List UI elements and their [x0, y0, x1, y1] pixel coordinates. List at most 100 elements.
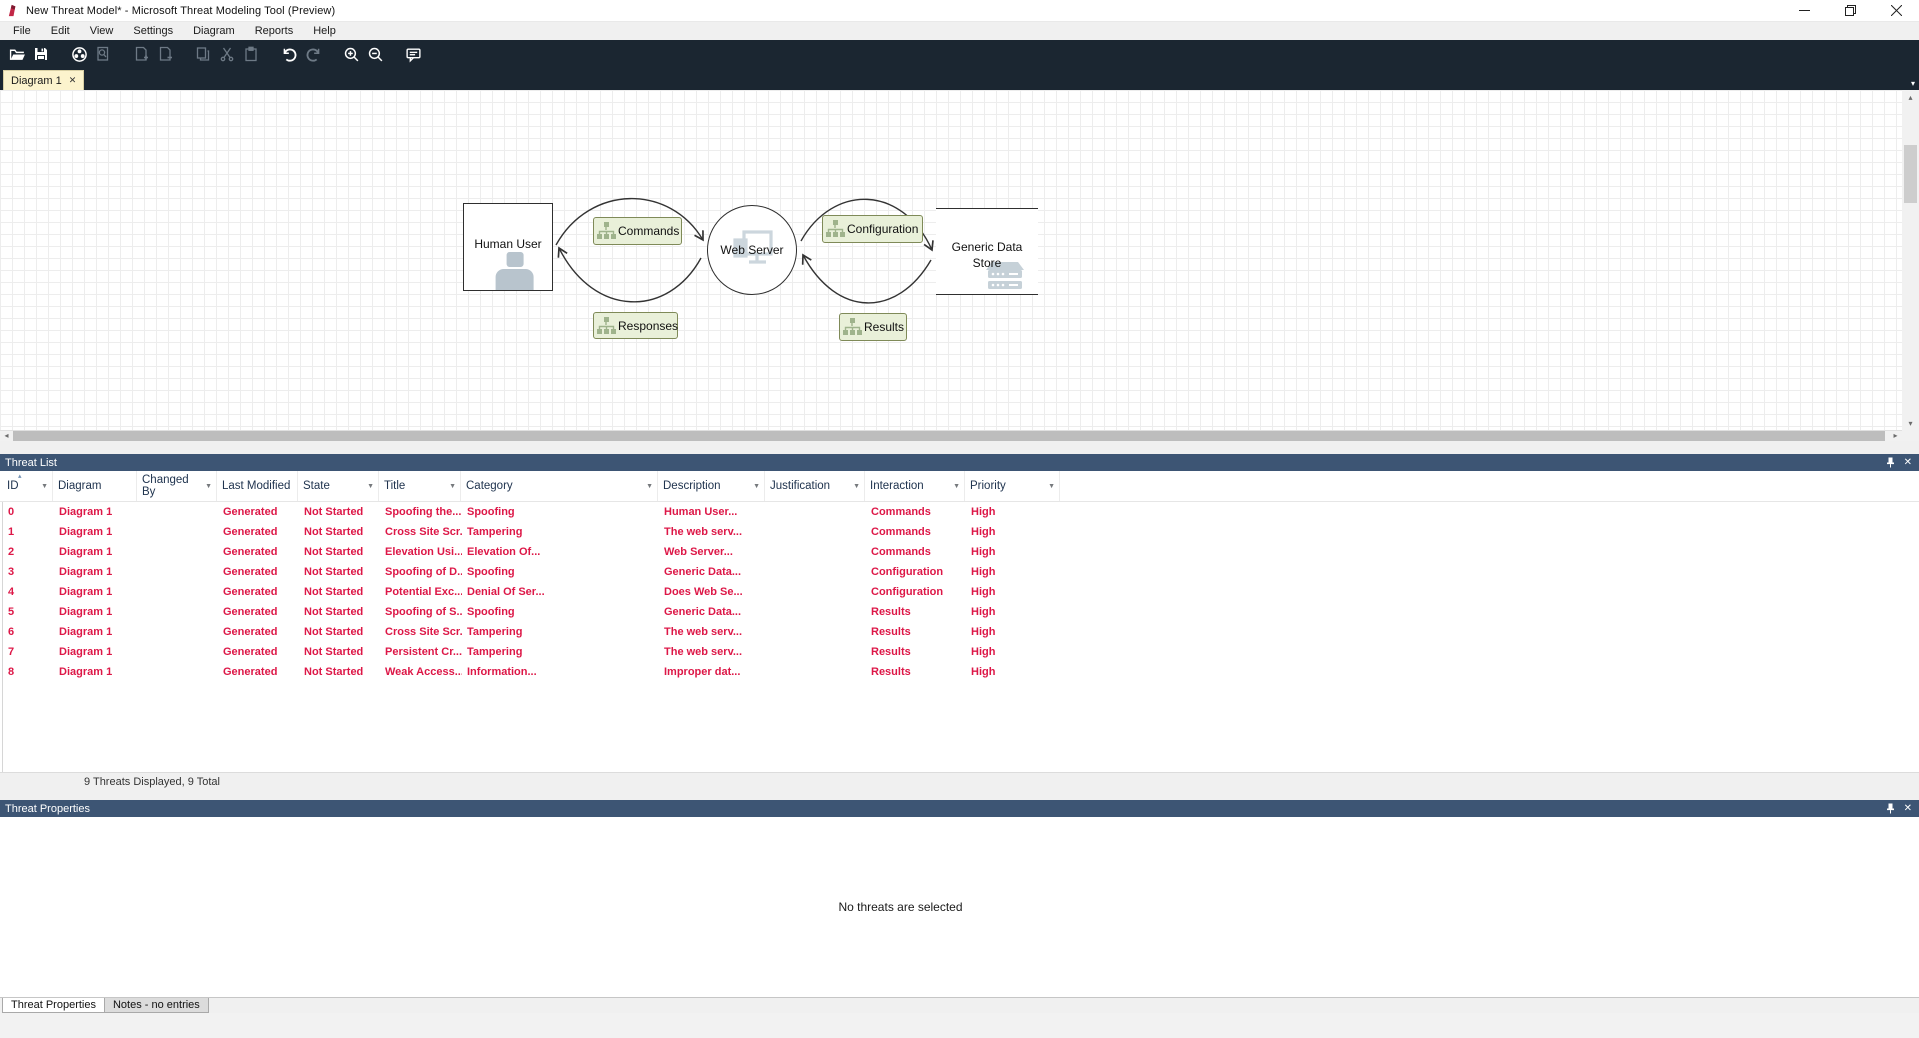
cell: Results	[871, 626, 911, 638]
column-header-interaction[interactable]: Interaction ▼	[865, 471, 965, 501]
threat-row[interactable]: 0 Diagram 1 Generated Not Started Spoofing t…	[3, 502, 1919, 522]
vertical-scroll-thumb[interactable]	[1904, 145, 1917, 203]
menu-help[interactable]: Help	[313, 25, 336, 37]
filter-icon[interactable]: ▼	[367, 482, 374, 490]
cell: Tampering	[467, 526, 523, 538]
threat-row[interactable]: 5 Diagram 1 Generated Not Started Spoofing o…	[3, 602, 1919, 622]
paste-icon[interactable]	[239, 42, 263, 66]
cell: Generated	[223, 666, 278, 678]
node-generic-data-store[interactable]: Generic Data Store	[936, 208, 1038, 295]
menu-view[interactable]: View	[89, 25, 114, 37]
analysis-view-icon[interactable]	[67, 42, 91, 66]
threat-row[interactable]: 2 Diagram 1 Generated Not Started Elevation …	[3, 542, 1919, 562]
threat-row[interactable]: 6 Diagram 1 Generated Not Started Cross Site…	[3, 622, 1919, 642]
scroll-left-icon[interactable]: ◂	[4, 431, 9, 440]
column-header-state[interactable]: State ▼	[298, 471, 379, 501]
menu-diagram[interactable]: Diagram	[193, 25, 235, 37]
restore-button[interactable]	[1827, 0, 1873, 21]
column-label: Changed By	[142, 474, 189, 498]
cell: Cross Site Scr...	[385, 626, 462, 638]
flow-commands[interactable]: Commands	[593, 217, 682, 245]
flow-responses[interactable]: Responses	[593, 312, 678, 339]
cell: Spoofing the...	[385, 506, 462, 518]
cell: 4	[8, 586, 15, 598]
filter-icon[interactable]: ▼	[646, 482, 653, 490]
save-icon[interactable]	[29, 42, 53, 66]
close-panel-icon[interactable]: ✕	[1903, 802, 1912, 814]
cell: Configuration	[871, 586, 944, 598]
undo-icon[interactable]	[277, 42, 301, 66]
column-header-id[interactable]: ID ▴ ▼	[2, 471, 53, 501]
column-header-category[interactable]: Category ▼	[461, 471, 658, 501]
menu-file[interactable]: File	[13, 25, 31, 37]
column-label: Title	[384, 480, 406, 492]
feedback-icon[interactable]	[401, 42, 425, 66]
scroll-up-icon[interactable]: ▴	[1908, 93, 1913, 102]
cut-icon[interactable]	[215, 42, 239, 66]
threat-row[interactable]: 1 Diagram 1 Generated Not Started Cross Site…	[3, 522, 1919, 542]
panel-splitter[interactable]	[0, 790, 1919, 800]
column-header-changed-by[interactable]: Changed By ▼	[137, 471, 217, 501]
node-human-user[interactable]: Human User	[463, 203, 553, 291]
diagram-canvas[interactable]: Human User Web Server Generic Data Store	[0, 90, 1902, 431]
threat-row[interactable]: 3 Diagram 1 Generated Not Started Spoofing o…	[3, 562, 1919, 582]
add-diagram-icon[interactable]	[129, 42, 153, 66]
scroll-right-icon[interactable]: ▸	[1893, 431, 1898, 440]
menu-settings[interactable]: Settings	[133, 25, 174, 37]
column-header-priority[interactable]: Priority ▼	[965, 471, 1060, 501]
filter-icon[interactable]: ▼	[953, 482, 960, 490]
filter-icon[interactable]: ▼	[449, 482, 456, 490]
column-header-last-modified[interactable]: Last Modified	[217, 471, 298, 501]
scroll-down-icon[interactable]: ▾	[1908, 419, 1913, 428]
remove-diagram-icon[interactable]	[153, 42, 177, 66]
canvas-horizontal-scrollbar[interactable]: ◂ ▸	[0, 431, 1902, 441]
find-icon[interactable]	[91, 42, 115, 66]
column-header-diagram[interactable]: Diagram	[53, 471, 137, 501]
pin-icon[interactable]	[1886, 803, 1895, 814]
cell: Results	[871, 666, 911, 678]
pin-icon[interactable]	[1886, 457, 1895, 468]
cell: Diagram 1	[59, 546, 113, 558]
flow-results[interactable]: Results	[839, 313, 907, 341]
zoom-out-icon[interactable]	[363, 42, 387, 66]
threat-row[interactable]: 4 Diagram 1 Generated Not Started Potential …	[3, 582, 1919, 602]
flow-label: Commands	[618, 224, 680, 238]
panel-splitter[interactable]	[0, 441, 1919, 454]
tab-notes[interactable]: Notes - no entries	[104, 998, 209, 1013]
copy-icon[interactable]	[191, 42, 215, 66]
cell: Diagram 1	[59, 646, 113, 658]
menu-reports[interactable]: Reports	[254, 25, 294, 37]
filter-icon[interactable]: ▼	[753, 482, 760, 490]
threat-list-header: Threat List ✕	[0, 454, 1919, 471]
canvas-vertical-scrollbar[interactable]: ▴ ▾	[1902, 90, 1919, 431]
cell: Spoofing of S...	[385, 606, 462, 618]
redo-icon[interactable]	[301, 42, 325, 66]
cell: Improper dat...	[664, 666, 741, 678]
open-icon[interactable]	[5, 42, 29, 66]
sort-ascending-icon: ▴	[18, 473, 22, 480]
node-web-server[interactable]: Web Server	[707, 205, 797, 295]
threat-row[interactable]: 8 Diagram 1 Generated Not Started Weak Acces…	[3, 662, 1919, 682]
tab-diagram-1[interactable]: Diagram 1 ✕	[3, 70, 85, 90]
column-header-title[interactable]: Title ▼	[379, 471, 461, 501]
column-header-description[interactable]: Description ▼	[658, 471, 765, 501]
flow-configuration[interactable]: Configuration	[822, 215, 923, 243]
column-header-justification[interactable]: Justification ▼	[765, 471, 865, 501]
filter-icon[interactable]: ▼	[41, 482, 48, 490]
filter-icon[interactable]: ▼	[205, 482, 212, 490]
horizontal-scroll-thumb[interactable]	[13, 431, 1885, 441]
column-label: Last Modified	[222, 480, 291, 492]
tab-list-dropdown-icon[interactable]: ▾	[1910, 79, 1915, 88]
close-window-button[interactable]	[1873, 0, 1919, 21]
menu-edit[interactable]: Edit	[50, 25, 70, 37]
zoom-in-icon[interactable]	[339, 42, 363, 66]
cell: Generated	[223, 626, 278, 638]
tab-threat-properties[interactable]: Threat Properties	[2, 998, 105, 1013]
minimize-button[interactable]	[1781, 0, 1827, 21]
threat-row[interactable]: 7 Diagram 1 Generated Not Started Persistent…	[3, 642, 1919, 662]
threat-list-rows: 0 Diagram 1 Generated Not Started Spoofing t…	[2, 502, 1919, 772]
filter-icon[interactable]: ▼	[853, 482, 860, 490]
close-panel-icon[interactable]: ✕	[1903, 456, 1912, 468]
filter-icon[interactable]: ▼	[1048, 482, 1055, 490]
close-tab-icon[interactable]: ✕	[68, 75, 77, 85]
